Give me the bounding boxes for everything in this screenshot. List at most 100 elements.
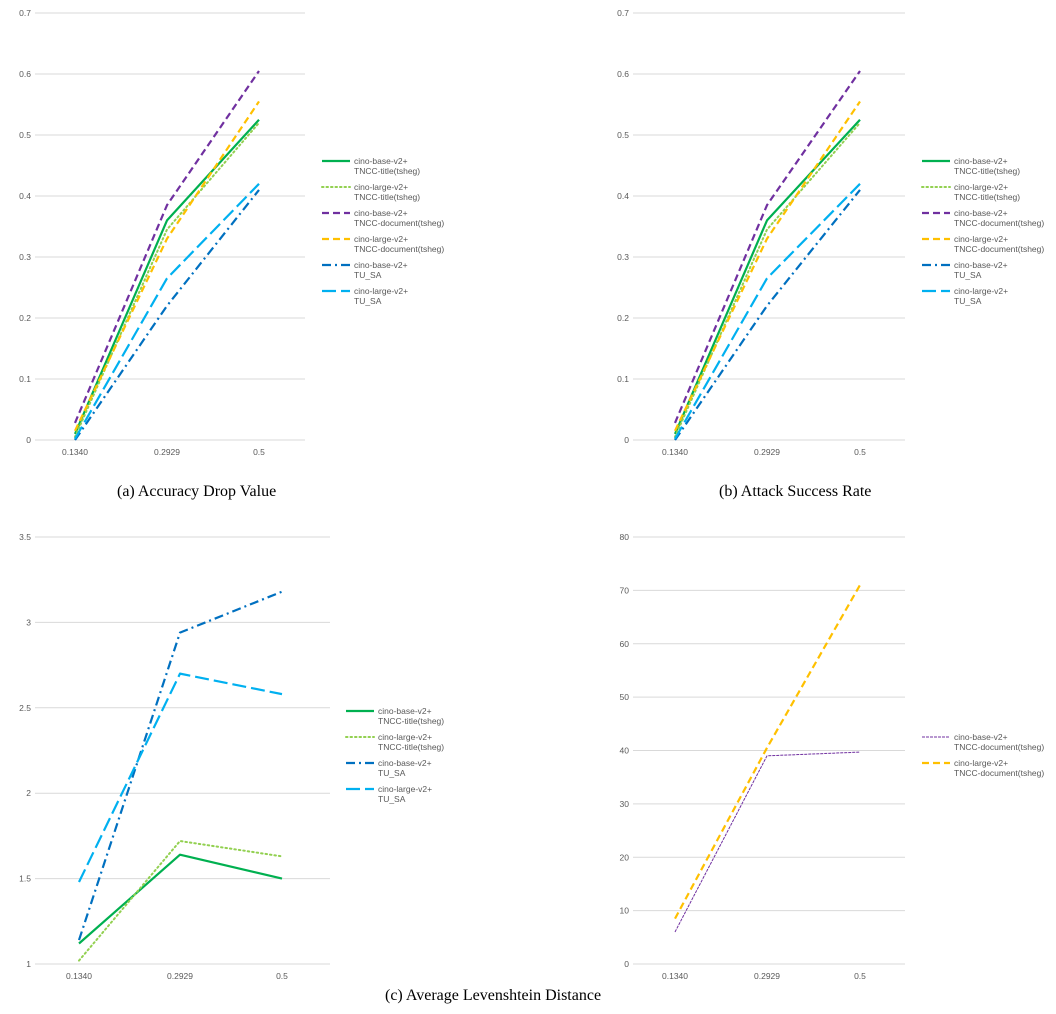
y-tick-label: 0.2 <box>19 313 31 323</box>
legend-label: cino-large-v2+ <box>954 182 1008 192</box>
legend-label: TNCC-title(tsheg) <box>354 166 420 176</box>
legend-label: TNCC-title(tsheg) <box>378 742 444 752</box>
y-tick-label: 60 <box>620 639 630 649</box>
legend-label: cino-large-v2+ <box>378 732 432 742</box>
x-tick-label: 0.2929 <box>754 971 780 981</box>
legend: cino-base-v2+TNCC-title(tsheg)cino-large… <box>321 156 444 306</box>
series-line <box>674 100 861 432</box>
x-tick-label: 0.5 <box>253 447 265 457</box>
x-tick-label: 0.2929 <box>167 971 193 981</box>
y-tick-label: 3 <box>26 617 31 627</box>
y-tick-label: 0.4 <box>19 191 31 201</box>
y-tick-label: 30 <box>620 799 630 809</box>
legend-label: TU_SA <box>954 270 982 280</box>
legend-label: TNCC-title(tsheg) <box>954 166 1020 176</box>
legend-label: cino-base-v2+ <box>954 260 1008 270</box>
legend-label: cino-base-v2+ <box>954 732 1008 742</box>
legend: cino-base-v2+TNCC-title(tsheg)cino-large… <box>921 156 1044 306</box>
legend: cino-base-v2+TNCC-document(tsheg)cino-la… <box>922 732 1044 778</box>
legend-label: cino-base-v2+ <box>354 156 408 166</box>
y-tick-label: 0.1 <box>19 374 31 384</box>
y-tick-label: 10 <box>620 906 630 916</box>
series-line <box>673 119 861 435</box>
x-tick-label: 0.1340 <box>62 447 88 457</box>
y-tick-label: 0 <box>624 435 629 445</box>
y-tick-label: 0.2 <box>617 313 629 323</box>
chart-a: 0 0.1 0.2 0.3 0.4 0.5 0.6 0.7 0.1340 0.2929 0.5 cin… <box>19 8 444 457</box>
series-line <box>73 119 260 435</box>
series-line <box>674 121 861 438</box>
y-tick-label: 0.5 <box>617 130 629 140</box>
x-tick-label: 0.2929 <box>154 447 180 457</box>
legend-label: cino-large-v2+ <box>354 286 408 296</box>
chart-b: 0 0.1 0.2 0.3 0.4 0.5 0.6 0.7 0.1340 0.2929 0.5 cin… <box>617 8 1044 457</box>
legend-label: TU_SA <box>378 794 406 804</box>
caption-c: (c) Average Levenshtein Distance <box>385 987 602 1004</box>
legend-label: cino-large-v2+ <box>378 784 432 794</box>
legend-label: cino-large-v2+ <box>354 182 408 192</box>
legend-label: cino-base-v2+ <box>378 706 432 716</box>
y-tick-label: 20 <box>620 852 630 862</box>
y-tick-label: 0.1 <box>617 374 629 384</box>
legend-label: cino-large-v2+ <box>354 234 408 244</box>
legend-label: TU_SA <box>954 296 982 306</box>
legend-label: cino-large-v2+ <box>954 758 1008 768</box>
legend-label: cino-base-v2+ <box>354 208 408 218</box>
series-line <box>674 584 861 920</box>
series-line <box>73 70 260 424</box>
y-tick-label: 0.6 <box>617 69 629 79</box>
y-tick-label: 0.5 <box>19 130 31 140</box>
y-tick-label: 40 <box>620 746 630 756</box>
series-line <box>74 183 260 440</box>
legend-label: TNCC-document(tsheg) <box>954 742 1044 752</box>
y-tick-label: 1 <box>26 959 31 969</box>
caption-a: (a) Accuracy Drop Value <box>117 483 277 500</box>
x-tick-label: 0.1340 <box>66 971 92 981</box>
legend-label: TU_SA <box>354 270 382 280</box>
y-tick-label: 2.5 <box>19 703 31 713</box>
x-tick-label: 0.1340 <box>662 971 688 981</box>
y-tick-label: 0 <box>624 959 629 969</box>
x-tick-label: 0.5 <box>276 971 288 981</box>
y-tick-label: 0.7 <box>617 8 629 18</box>
series-line <box>74 189 260 441</box>
legend-label: cino-base-v2+ <box>954 208 1008 218</box>
x-tick-label: 0.5 <box>854 971 866 981</box>
y-tick-label: 70 <box>620 585 630 595</box>
legend-label: cino-base-v2+ <box>954 156 1008 166</box>
chart-c2: 0 10 20 30 40 50 60 70 80 0.1340 0.2929 0.5 cino-bas… <box>620 532 1045 981</box>
y-tick-label: 0.4 <box>617 191 629 201</box>
legend-label: TNCC-title(tsheg) <box>354 192 420 202</box>
legend-label: cino-base-v2+ <box>378 758 432 768</box>
legend-label: TU_SA <box>354 296 382 306</box>
x-tick-label: 0.2929 <box>754 447 780 457</box>
series-line <box>74 100 260 432</box>
series-line <box>674 183 861 440</box>
caption-b: (b) Attack Success Rate <box>719 483 872 500</box>
y-tick-label: 2 <box>26 788 31 798</box>
legend: cino-base-v2+TNCC-title(tsheg)cino-large… <box>345 706 444 804</box>
y-tick-label: 50 <box>620 692 630 702</box>
y-tick-label: 0.3 <box>617 252 629 262</box>
y-tick-label: 0.3 <box>19 252 31 262</box>
legend-label: cino-base-v2+ <box>354 260 408 270</box>
series-line <box>673 70 861 424</box>
legend-label: TNCC-document(tsheg) <box>954 218 1044 228</box>
series-line <box>674 189 861 441</box>
legend-label: TNCC-title(tsheg) <box>378 716 444 726</box>
legend-label: TNCC-document(tsheg) <box>954 768 1044 778</box>
legend-label: cino-large-v2+ <box>954 286 1008 296</box>
y-tick-label: 0 <box>26 435 31 445</box>
series-line <box>674 751 861 933</box>
legend-label: cino-large-v2+ <box>954 234 1008 244</box>
legend-label: TNCC-document(tsheg) <box>354 218 444 228</box>
y-tick-label: 1.5 <box>19 874 31 884</box>
series-line <box>77 590 283 941</box>
y-tick-label: 80 <box>620 532 630 542</box>
series-line <box>78 840 283 962</box>
series-line <box>78 672 283 883</box>
y-tick-label: 3.5 <box>19 532 31 542</box>
x-tick-label: 0.5 <box>854 447 866 457</box>
